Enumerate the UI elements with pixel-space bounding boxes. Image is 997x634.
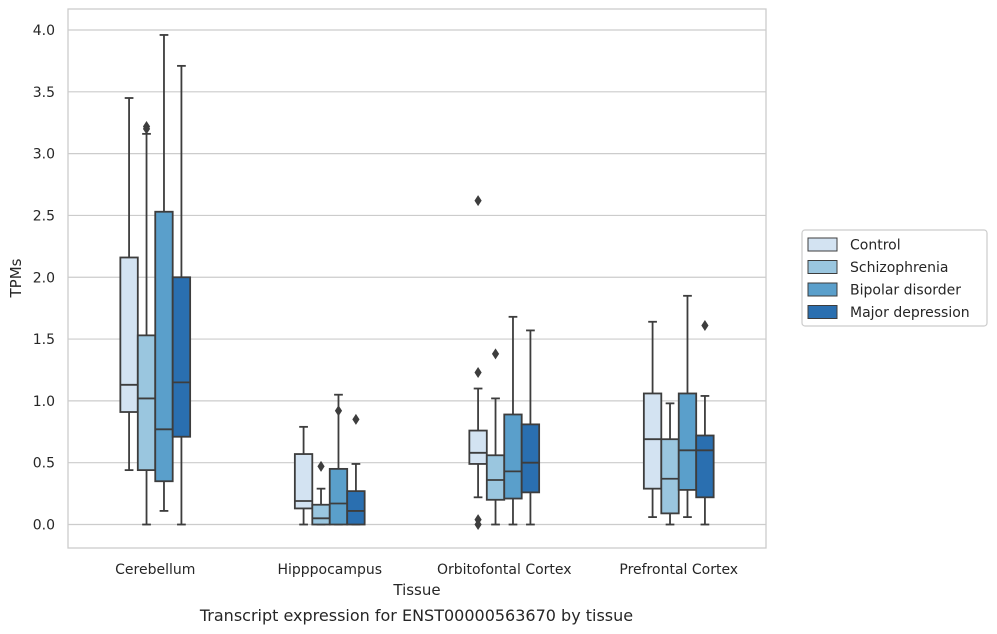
plot-area-frame <box>67 8 767 549</box>
x-tick-label: Orbitofontal Cortex <box>437 562 572 578</box>
box-body <box>119 256 139 413</box>
box-body <box>677 392 698 491</box>
box-body <box>503 413 523 500</box>
box-body <box>171 276 192 438</box>
outlier-point <box>352 413 360 425</box>
y-tick-label: 2.5 <box>33 208 55 224</box>
box-major-depression <box>520 329 541 526</box>
y-tick-label: 3.5 <box>33 85 55 101</box>
box-bipolar-disorder <box>328 393 349 526</box>
box-body <box>136 334 157 472</box>
x-axis-label: Tissue <box>392 581 440 599</box>
box-schizophrenia <box>485 348 506 526</box>
box-control <box>642 320 663 518</box>
box-plot-series <box>119 34 715 531</box>
y-tick-label: 4.0 <box>33 23 55 39</box>
y-tick-label: 3.0 <box>33 147 55 163</box>
box-body <box>520 423 541 494</box>
y-tick-label: 2.0 <box>33 270 55 286</box>
box-body <box>660 438 680 515</box>
legend-swatch <box>807 282 838 297</box>
box-body <box>485 454 506 501</box>
box-body <box>468 429 488 465</box>
box-bipolar-disorder <box>677 294 698 518</box>
box-control <box>293 425 314 526</box>
figure-caption: Transcript expression for ENST0000056367… <box>199 606 634 625</box>
y-axis-label: TPMs <box>7 258 25 298</box>
y-axis-ticks: 0.0 0.5 1.0 1.5 2.0 2.5 3.0 3.5 4.0 <box>33 23 55 533</box>
outlier-point <box>474 519 482 531</box>
box-major-depression <box>171 64 192 526</box>
y-tick-label: 0.5 <box>33 456 55 472</box>
outlier-point <box>474 366 482 378</box>
y-tick-label: 0.0 <box>33 518 55 534</box>
legend-swatch <box>807 260 838 274</box>
outlier-point <box>317 460 325 472</box>
legend-entry-label: Control <box>850 238 901 254</box>
outlier-point <box>491 348 500 360</box>
box-body <box>346 490 366 526</box>
y-tick-label: 1.5 <box>33 332 55 348</box>
x-tick-label: Hipppocampus <box>277 562 382 578</box>
y-tick-label: 1.0 <box>33 394 55 410</box>
box-body <box>695 434 715 499</box>
box-schizophrenia <box>660 402 680 526</box>
outlier-point <box>474 195 482 207</box>
box-control <box>119 97 139 472</box>
box-major-depression <box>346 413 366 526</box>
box-bipolar-disorder <box>154 34 174 512</box>
legend: Control Schizophrenia Bipolar disorder Majo… <box>801 229 988 327</box>
box-major-depression <box>695 319 715 526</box>
x-tick-label: Prefrontal Cortex <box>619 562 738 578</box>
legend-box <box>801 229 988 327</box>
box-body <box>642 392 663 490</box>
box-body <box>311 503 331 526</box>
box-body <box>293 453 314 510</box>
legend-entry-label: Bipolar disorder <box>850 283 961 299</box>
box-body <box>328 467 349 526</box>
legend-entry-label: Major depression <box>850 305 970 321</box>
x-axis-ticks: Cerebellum Hipppocampus Orbitofontal Corte… <box>115 562 738 578</box>
outlier-point <box>701 319 709 331</box>
legend-entry-label: Schizophrenia <box>850 260 948 276</box>
box-schizophrenia <box>136 120 157 526</box>
outlier-point <box>142 123 151 135</box>
outlier-point <box>334 405 343 417</box>
x-tick-label: Cerebellum <box>115 562 195 578</box>
box-body <box>154 210 174 483</box>
legend-swatch <box>807 237 838 252</box>
box-control <box>468 195 488 531</box>
box-schizophrenia <box>311 460 331 526</box>
box-bipolar-disorder <box>503 315 523 526</box>
legend-swatch <box>807 305 838 319</box>
